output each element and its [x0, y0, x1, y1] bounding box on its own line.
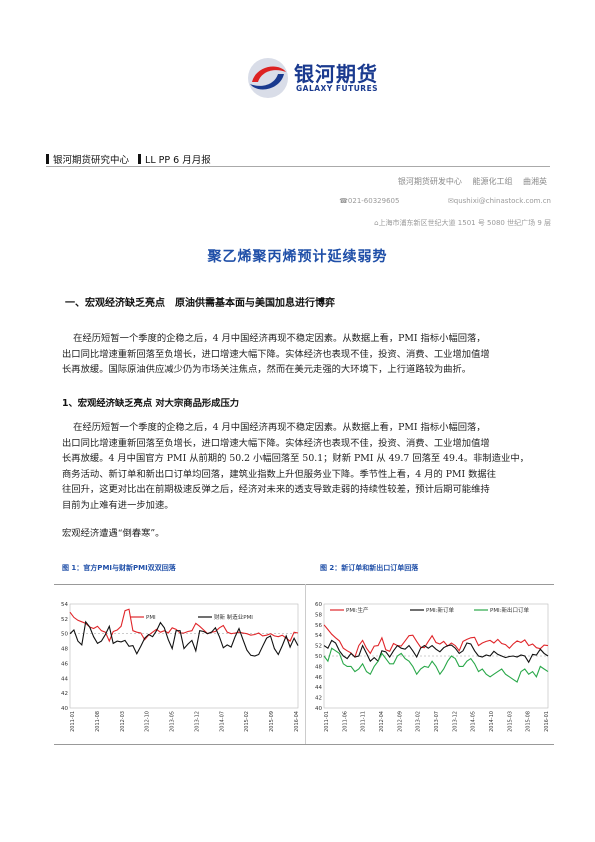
x-tick-label: 2015-09 [269, 711, 275, 732]
x-tick-label: 2016-04 [294, 711, 300, 732]
figure-bottom-rule [54, 744, 554, 745]
email-icon: ✉ [447, 197, 454, 205]
contact-team: 银河期货研发中心 能源化工组 曲湘英 [394, 176, 551, 187]
x-tick-label: 2016-01 [544, 711, 550, 732]
y-tick-label: 48 [61, 647, 68, 653]
x-tick-label: 2012-03 [120, 711, 126, 732]
text-line: 长再放缓。4 月中国官方 PMI 从前期的 50.2 小幅回落至 50.1；财新… [62, 453, 529, 464]
text-line: 在经历短暂一个季度的企稳之后，4 月中国经济再现不稳定因素。从数据上看，PMI … [73, 422, 486, 433]
y-tick-label: 54 [61, 602, 68, 608]
header-bar-marker [46, 154, 49, 164]
contact-dept: 银河期货研发中心 [397, 177, 462, 186]
y-tick-label: 52 [61, 617, 68, 623]
document-title: 聚乙烯聚丙烯预计延续弱势 [207, 249, 388, 265]
text-line: 在经历短暂一个季度的企稳之后，4 月中国经济再现不稳定因素。从数据上看，PMI … [73, 333, 486, 344]
contact-address: 上海市浦东新区世纪大道 1501 号 5080 世纪广场 9 层 [378, 219, 551, 227]
y-tick-label: 58 [315, 612, 322, 618]
legend-label: PMI [146, 615, 156, 621]
x-tick-label: 2015-02 [244, 711, 250, 732]
x-tick-label: 2011-11 [361, 711, 367, 732]
x-tick-label: 2011-01 [70, 711, 76, 732]
y-tick-label: 46 [315, 675, 322, 681]
x-tick-label: 2011-08 [95, 711, 101, 732]
section-heading-2: 1、宏观经济缺乏亮点 对大宗商品形成压力 [62, 398, 240, 409]
series-line-0 [69, 608, 299, 643]
header-divider [46, 166, 550, 167]
contact-address-row: ⌂上海市浦东新区世纪大道 1501 号 5080 世纪广场 9 层 [374, 218, 551, 228]
x-tick-label: 2014-05 [471, 711, 477, 732]
x-tick-label: 2015-03 [507, 711, 513, 732]
x-tick-label: 2011-06 [342, 711, 348, 732]
text-line: 长再放缓。国际原油供应减少仍为市场关注焦点，然而在美元走强的大环境下，上行道路较… [62, 364, 472, 375]
legend-label: PMI:生产 [346, 606, 369, 614]
figure-1-caption: 图 1：官方PMI与财新PMI双双回落 [62, 564, 176, 572]
header-report: LL PP 6 月月报 [145, 155, 211, 166]
series-line-0 [323, 624, 549, 659]
y-tick-label: 60 [315, 602, 322, 608]
phone-icon: ☎ [339, 197, 348, 205]
paragraph-2: 在经历短暂一个季度的企稳之后，4 月中国经济再现不稳定因素。从数据上看，PMI … [62, 420, 552, 513]
x-tick-label: 2014-10 [489, 711, 495, 732]
y-tick-label: 44 [61, 676, 68, 682]
y-tick-label: 42 [315, 696, 322, 702]
text-line: 出口同比增速重新回落至负增长，进口增速大幅下降。实体经济也表现不佳，投资、消费、… [62, 437, 490, 449]
x-tick-label: 2014-07 [219, 711, 225, 732]
contact-analyst: 曲湘英 [523, 177, 547, 186]
paragraph-1: 在经历短暂一个季度的企稳之后，4 月中国经济再现不稳定因素。从数据上看，PMI … [62, 331, 552, 378]
y-tick-label: 40 [315, 706, 322, 712]
figure-divider [305, 584, 306, 744]
x-tick-label: 2012-04 [379, 711, 385, 732]
section-heading-1: 一、宏观经济缺乏亮点 原油供需基本面与美国加息进行博弈 [65, 298, 335, 309]
header-bar-marker [138, 154, 142, 164]
y-tick-label: 50 [61, 632, 68, 638]
x-tick-label: 2011-01 [324, 711, 330, 732]
x-tick-label: 2012-10 [145, 711, 151, 732]
y-tick-label: 54 [315, 633, 322, 639]
y-tick-label: 56 [315, 623, 322, 629]
x-tick-label: 2013-05 [170, 711, 176, 732]
x-tick-label: 2013-12 [452, 711, 458, 732]
x-tick-label: 2013-02 [416, 711, 422, 732]
contact-email[interactable]: qushixi@chinastock.com.cn [453, 197, 551, 205]
y-tick-label: 50 [315, 654, 322, 660]
x-tick-label: 2012-09 [397, 711, 403, 732]
legend-label: PMI:新出口订单 [490, 606, 530, 614]
y-tick-label: 40 [61, 706, 68, 712]
y-tick-label: 52 [315, 644, 322, 650]
series-line-1 [323, 639, 549, 664]
y-tick-label: 48 [315, 664, 322, 670]
logo-name-cn: 银河期货 [294, 62, 378, 86]
figure-top-rule [54, 584, 554, 585]
contact-group: 能源化工组 [472, 177, 513, 186]
contact-details: ☎021-60329605 ✉qushixi@chinastock.com.cn [339, 197, 551, 205]
y-tick-label: 42 [61, 691, 68, 697]
figure-2-caption: 图 2：新订单和新出口订单回落 [320, 564, 419, 572]
plot-frame [69, 603, 299, 709]
legend-label: PMI:新订单 [426, 606, 455, 614]
header-org: 银河期货研究中心 [53, 155, 130, 166]
paragraph-3: 宏观经济遭遇“倒春寒”。 [62, 528, 165, 539]
text-line: 出口同比增速重新回落至负增长，进口增速大幅下降。实体经济也表现不佳，投资、消费、… [62, 348, 490, 360]
text-line: 商务活动、新订单和新出口订单均回落，建筑业指数上升但服务业下降。季节性上看，4 … [62, 468, 496, 480]
text-line: 目前为止难有进一步加速。 [62, 499, 174, 511]
x-tick-label: 2015-08 [526, 711, 532, 732]
x-tick-label: 2013-07 [434, 711, 440, 732]
y-tick-label: 44 [315, 685, 322, 691]
series-line-1 [69, 620, 299, 657]
y-tick-label: 46 [61, 661, 68, 667]
text-line: 往回升，这更对比出在前期极速反弹之后，经济对未来的透支导致走弱的持续性较差，预计… [62, 484, 490, 495]
report-header: 银河期货研究中心 LL PP 6 月月报 [46, 152, 211, 166]
contact-phone: 021-60329605 [347, 197, 400, 205]
logo-emblem [246, 56, 290, 100]
logo-name-en: GALAXY FUTURES [296, 84, 379, 93]
series-line-2 [323, 647, 549, 683]
address-icon: ⌂ [374, 219, 379, 227]
x-tick-label: 2013-12 [194, 711, 200, 732]
legend-label: 财新 制造业PMI [214, 613, 253, 621]
